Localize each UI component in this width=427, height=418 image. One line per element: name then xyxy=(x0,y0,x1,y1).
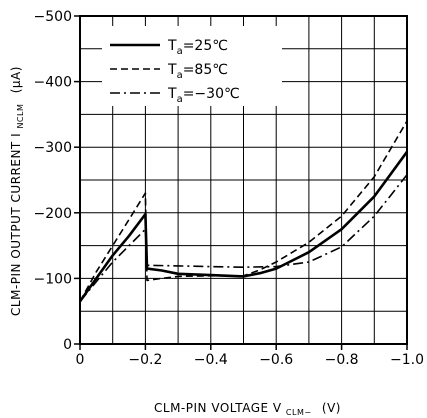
ticks: 0 −0.2 −0.4 −0.6 −0.8 −1.0 0 −100 −200 −300 −400 −5… xyxy=(34,9,424,368)
series-lines xyxy=(78,120,409,303)
x-tick-label: 0 xyxy=(76,352,85,368)
y-tick-label: −100 xyxy=(34,271,72,287)
y-tick-label: −500 xyxy=(34,9,72,25)
x-tick-label: −0.4 xyxy=(194,352,228,368)
y-axis-title: CLM-PIN OUTPUT CURRENT I NCLM (μA) xyxy=(9,66,26,316)
legend: Ta=25℃ Ta=85℃ Ta=−30℃ xyxy=(102,26,282,106)
series-line-solid xyxy=(78,151,409,303)
series-line-dashed xyxy=(79,120,408,302)
y-tick-label: −200 xyxy=(34,206,72,222)
legend-label: Ta=−30℃ xyxy=(167,86,240,105)
y-tick-label: 0 xyxy=(63,337,72,353)
x-axis-title-sub: CLM− xyxy=(286,408,312,417)
y-tick-label: −300 xyxy=(34,140,72,156)
plot-frame xyxy=(79,15,408,345)
series-line-dashdot xyxy=(79,174,408,302)
legend-label: Ta=25℃ xyxy=(167,38,228,57)
x-tick-label: −1.0 xyxy=(390,352,424,368)
x-tick-label: −0.2 xyxy=(128,352,162,368)
x-axis-title-unit: (V) xyxy=(322,401,341,415)
y-tick-label: −400 xyxy=(34,75,72,91)
x-tick-label: −0.6 xyxy=(259,352,293,368)
y-axis-title-unit: (μA) xyxy=(9,66,23,93)
y-axis-title-sub: NCLM xyxy=(16,104,25,129)
x-axis-title: CLM-PIN VOLTAGE V CLM− (V) xyxy=(154,401,341,418)
x-tick-label: −0.8 xyxy=(325,352,359,368)
legend-label: Ta=85℃ xyxy=(167,62,228,81)
